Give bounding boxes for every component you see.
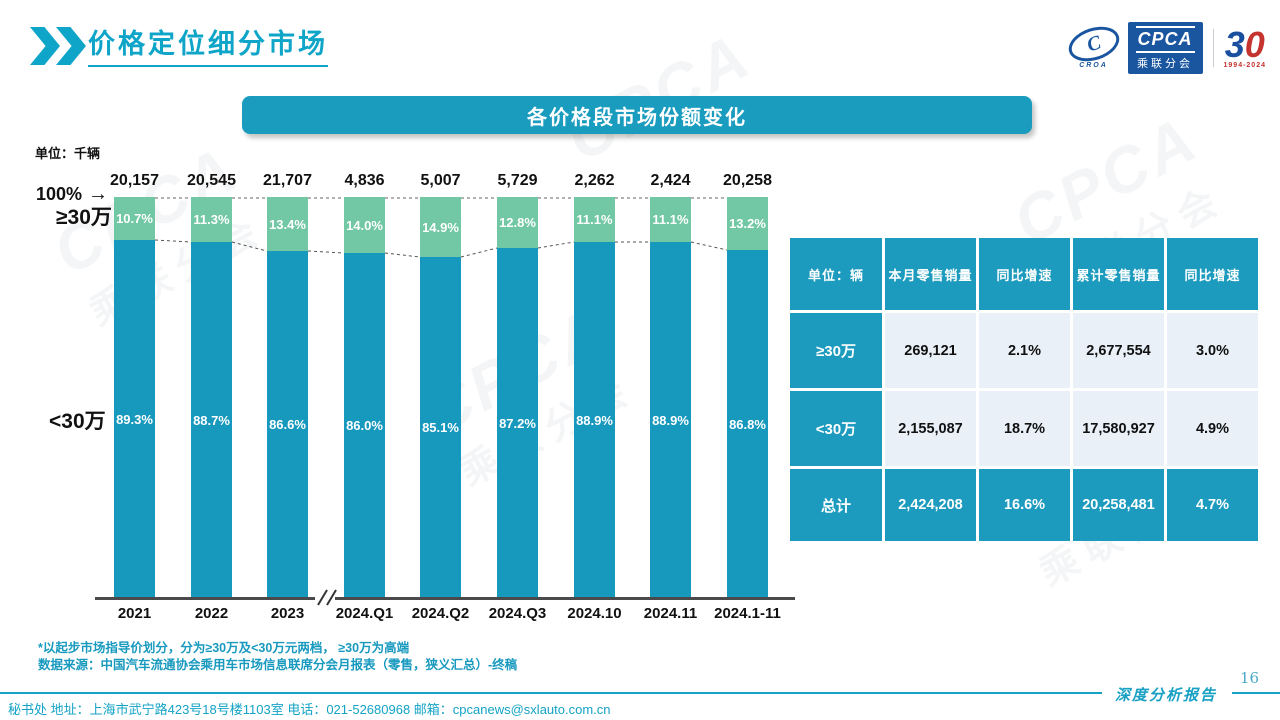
data-table: 单位：辆 本月零售销量 同比增速 累计零售销量 同比增速 ≥30万 269,121 2.1% 2… xyxy=(790,238,1258,541)
table-data-cell: 4.7% xyxy=(1167,469,1258,541)
segment-value-label: 88.9% xyxy=(652,412,689,428)
footnotes: *以起步市场指导价划分，分为≥30万及<30万元两档， ≥30万为高端 数据来源… xyxy=(38,640,517,674)
bar-segment-lt30: 86.6% xyxy=(267,251,308,598)
footer-divider xyxy=(0,692,1102,694)
x-axis-label: 2024.1-11 xyxy=(714,605,781,622)
x-axis-label: 2023 xyxy=(270,605,305,622)
table-header-cell: 本月零售销量 xyxy=(885,238,976,310)
bar-total-label: 5,007 xyxy=(420,172,461,189)
x-axis-label: 2024.Q3 xyxy=(488,605,547,622)
x-axis-label: 2024.Q1 xyxy=(335,605,394,622)
bar-segment-ge30: 14.9% xyxy=(420,197,461,257)
bar-segment-ge30: 10.7% xyxy=(114,197,155,240)
bar-total-label: 20,258 xyxy=(723,172,772,189)
cpca-logo-box: CPCA 乘联分会 xyxy=(1127,22,1203,74)
table-data-cell: 2,677,554 xyxy=(1073,313,1164,388)
segment-value-label: 88.7% xyxy=(193,412,230,428)
table-data-cell: 16.6% xyxy=(979,469,1070,541)
table-header-cell: 单位：辆 xyxy=(790,238,882,310)
bar-total-label: 4,836 xyxy=(344,172,385,189)
x-axis-label: 2021 xyxy=(117,605,152,622)
table-data-cell: 18.7% xyxy=(979,391,1070,466)
cpca-logo: C CROA CPCA 乘联分会 30 1994-2024 xyxy=(1063,20,1267,74)
bar-total-label: 20,157 xyxy=(110,172,159,189)
bar-segment-ge30: 12.8% xyxy=(497,197,538,248)
unit-label: 单位：千辆 xyxy=(35,146,101,161)
footnote: *以起步市场指导价划分，分为≥30万及<30万元两档， ≥30万为高端 xyxy=(38,641,410,655)
table-data-cell: 2,424,208 xyxy=(885,469,976,541)
table-data-cell: 17,580,927 xyxy=(1073,391,1164,466)
table-row-label: <30万 xyxy=(790,391,882,466)
footnote: 数据来源：中国汽车流通协会乘用车市场信息联席分会月报表（零售，狭义汇总）-终稿 xyxy=(38,658,518,672)
segment-value-label: 89.3% xyxy=(116,411,153,427)
series-label-lt30: <30万 xyxy=(49,410,106,433)
bar-total-label: 2,424 xyxy=(650,172,691,189)
bar-chart: 20,157 10.7% 89.3% 2021 20,545 11.3% 88.7% 2022… xyxy=(110,172,781,622)
chart-banner-title: 各价格段市场份额变化 xyxy=(242,96,1032,134)
bar-total-label: 5,729 xyxy=(497,172,538,189)
axis-100-label: 100% → xyxy=(36,183,109,205)
x-axis-line xyxy=(95,597,795,600)
report-type-label: 深度分析报告 xyxy=(1114,688,1217,704)
segment-value-label: 14.0% xyxy=(346,217,383,233)
bar-segment-lt30: 88.7% xyxy=(191,242,232,598)
bar-total-label: 2,262 xyxy=(574,172,615,189)
segment-value-label: 10.7% xyxy=(116,211,153,226)
segment-value-label: 86.6% xyxy=(269,417,306,432)
bar-segment-ge30: 11.1% xyxy=(650,197,691,242)
bar-segment-lt30: 86.8% xyxy=(727,250,768,598)
segment-value-label: 13.4% xyxy=(269,216,306,232)
table-data-cell: 2.1% xyxy=(979,313,1070,388)
x-axis-label: 2024.11 xyxy=(643,605,698,622)
x-axis-label: 2022 xyxy=(194,605,229,622)
table-data-cell: 2,155,087 xyxy=(885,391,976,466)
cpca-swoosh-icon: C CROA xyxy=(1063,20,1124,69)
bar-segment-ge30: 14.0% xyxy=(344,197,385,253)
x-axis-label: 2024.Q2 xyxy=(411,605,470,622)
table-data-cell: 20,258,481 xyxy=(1073,469,1164,541)
page-title: 价格定位细分市场 xyxy=(88,22,328,67)
bar-segment-ge30: 13.4% xyxy=(267,197,308,251)
table-data-cell: 269,121 xyxy=(885,313,976,388)
bar-total-label: 20,545 xyxy=(187,172,236,189)
page-number: 16 xyxy=(1240,669,1260,687)
series-label-ge30: ≥30万 xyxy=(56,206,112,229)
segment-value-label: 13.2% xyxy=(729,216,766,231)
table-header-cell: 同比增速 xyxy=(979,238,1070,310)
segment-value-label: 12.8% xyxy=(499,215,536,230)
table-header-cell: 累计零售销量 xyxy=(1073,238,1164,310)
title-chevron-icon xyxy=(30,27,86,65)
bar-segment-lt30: 86.0% xyxy=(344,253,385,598)
table-header-cell: 同比增速 xyxy=(1167,238,1258,310)
bar-total-label: 21,707 xyxy=(263,172,312,189)
bar-segment-lt30: 85.1% xyxy=(420,257,461,598)
table-row-label: ≥30万 xyxy=(790,313,882,388)
segment-value-label: 86.8% xyxy=(729,416,766,432)
segment-value-label: 14.9% xyxy=(422,219,459,235)
table-data-cell: 3.0% xyxy=(1167,313,1258,388)
logo-divider xyxy=(1212,29,1214,67)
bar-segment-lt30: 88.9% xyxy=(574,242,615,598)
segment-value-label: 86.0% xyxy=(346,418,383,433)
bar-segment-ge30: 13.2% xyxy=(727,197,768,250)
anniversary-30-logo: 30 1994-2024 xyxy=(1223,23,1266,69)
bar-segment-lt30: 89.3% xyxy=(114,240,155,598)
bar-segment-lt30: 87.2% xyxy=(497,248,538,598)
bar-segment-lt30: 88.9% xyxy=(650,242,691,598)
arrow-right-icon: → xyxy=(88,183,109,205)
bar-segment-ge30: 11.3% xyxy=(191,197,232,242)
segment-value-label: 85.1% xyxy=(422,420,459,435)
footer-contact: 秘书处 地址：上海市武宁路423号18号楼1103室 电话：021-526809… xyxy=(8,702,611,717)
table-row-label: 总计 xyxy=(790,469,882,541)
segment-value-label: 87.2% xyxy=(499,415,536,431)
bar-segment-ge30: 11.1% xyxy=(574,197,615,242)
footer-divider xyxy=(1232,692,1280,694)
segment-value-label: 11.1% xyxy=(652,212,689,227)
segment-value-label: 88.9% xyxy=(576,412,613,428)
table-data-cell: 4.9% xyxy=(1167,391,1258,466)
segment-value-label: 11.1% xyxy=(576,212,613,227)
segment-value-label: 11.3% xyxy=(193,212,230,227)
x-axis-label: 2024.10 xyxy=(567,605,622,622)
